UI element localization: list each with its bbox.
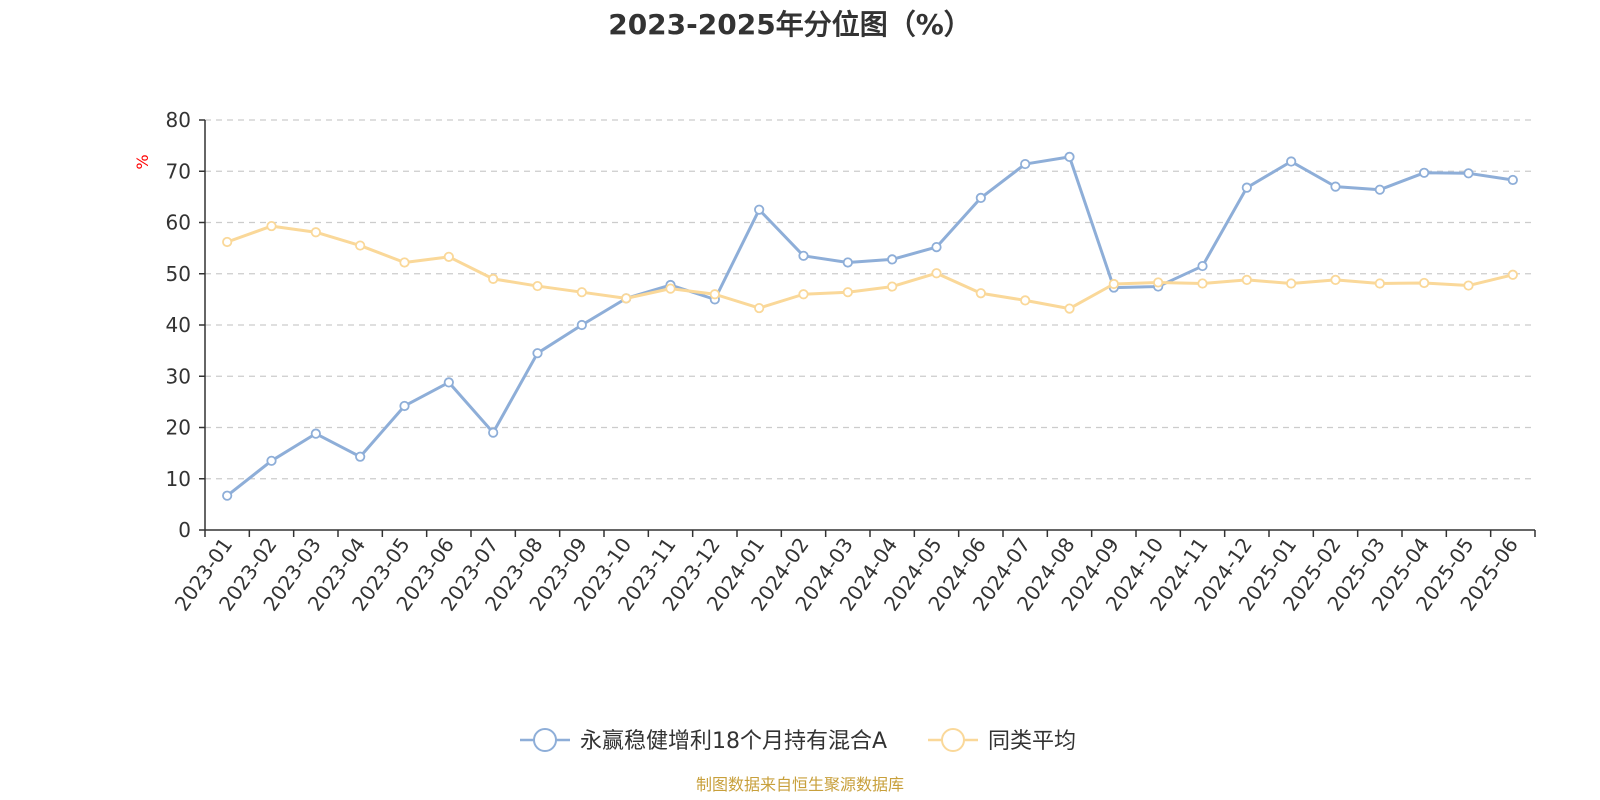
data-point xyxy=(222,490,233,501)
y-tick-label: 40 xyxy=(166,313,191,337)
data-point xyxy=(399,400,410,412)
data-point xyxy=(1330,181,1341,192)
series-group xyxy=(222,151,1518,501)
legend-item-1[interactable]: 永赢稳健增利18个月持有混合A xyxy=(520,728,887,754)
data-point xyxy=(1419,277,1430,289)
data-point xyxy=(1197,260,1208,272)
data-point xyxy=(443,377,454,388)
data-point xyxy=(754,204,765,215)
data-point xyxy=(222,236,233,248)
y-tick-labels: 0 10 20 30 40 50 60 70 80 xyxy=(166,108,191,542)
data-point xyxy=(975,192,986,203)
data-point xyxy=(842,257,853,268)
series-1 xyxy=(222,151,1518,501)
series-line xyxy=(226,224,1514,311)
data-point xyxy=(576,319,587,331)
data-point xyxy=(266,220,277,232)
y-tick-label: 10 xyxy=(166,467,191,491)
data-point xyxy=(266,455,277,466)
data-point xyxy=(887,281,898,292)
data-point xyxy=(488,427,499,438)
data-point xyxy=(887,254,898,265)
legend-item-2[interactable]: 同类平均 xyxy=(928,728,1076,754)
data-point xyxy=(842,287,853,298)
data-point xyxy=(665,283,676,294)
legend-label: 同类平均 xyxy=(988,729,1076,754)
data-point xyxy=(975,288,986,299)
data-point xyxy=(1507,174,1518,186)
data-point xyxy=(1241,274,1252,285)
data-point xyxy=(355,451,366,462)
data-point xyxy=(1463,168,1474,179)
data-point xyxy=(1374,278,1385,289)
data-point xyxy=(1241,182,1252,193)
data-point xyxy=(1463,280,1474,291)
data-point xyxy=(532,348,543,359)
data-point xyxy=(1286,278,1297,289)
data-point xyxy=(443,251,454,262)
legend-label: 永赢稳健增利18个月持有混合A xyxy=(580,729,887,754)
y-tick-label: 50 xyxy=(166,262,191,286)
data-point xyxy=(399,257,410,268)
y-tick-label: 70 xyxy=(166,159,191,183)
data-point xyxy=(310,227,321,238)
legend-marker xyxy=(941,728,965,752)
data-point xyxy=(1330,274,1341,285)
source-note: 制图数据来自恒生聚源数据库 xyxy=(696,775,904,794)
data-point xyxy=(1108,278,1119,290)
data-point xyxy=(310,428,321,439)
grid-lines xyxy=(205,119,1535,480)
y-tick-label: 60 xyxy=(166,211,191,235)
data-point xyxy=(1374,184,1385,195)
data-point xyxy=(798,289,809,300)
series-2 xyxy=(222,220,1518,314)
data-point xyxy=(1020,295,1031,306)
data-point xyxy=(931,268,942,279)
y-tick-label: 80 xyxy=(166,108,191,132)
legend[interactable]: 永赢稳健增利18个月持有混合A 同类平均 xyxy=(520,728,1076,754)
data-point xyxy=(1020,158,1031,170)
data-point xyxy=(355,240,366,251)
data-point xyxy=(1064,151,1075,162)
data-point xyxy=(1286,156,1297,167)
y-tick-label: 20 xyxy=(166,416,191,440)
data-point xyxy=(1419,167,1430,178)
data-point xyxy=(621,293,632,304)
data-point xyxy=(576,287,587,298)
data-point xyxy=(709,289,720,300)
x-tick-labels: 2023-012023-022023-032023-042023-052023-… xyxy=(170,533,1523,615)
data-point xyxy=(1197,278,1208,289)
data-point xyxy=(1064,303,1075,314)
y-tick-label: 0 xyxy=(178,518,191,542)
axes xyxy=(199,119,1536,537)
data-point xyxy=(798,250,809,261)
y-tick-label: 30 xyxy=(166,364,191,388)
data-point xyxy=(488,273,499,284)
data-point xyxy=(1153,277,1164,288)
data-point xyxy=(931,242,942,253)
legend-marker xyxy=(533,728,557,752)
series-line xyxy=(226,155,1514,497)
chart-title: 2023-2025年分位图（%） xyxy=(608,8,972,41)
data-point xyxy=(754,302,765,314)
data-point xyxy=(532,280,543,292)
data-point xyxy=(1507,269,1518,280)
y-axis-label: % xyxy=(133,154,152,169)
